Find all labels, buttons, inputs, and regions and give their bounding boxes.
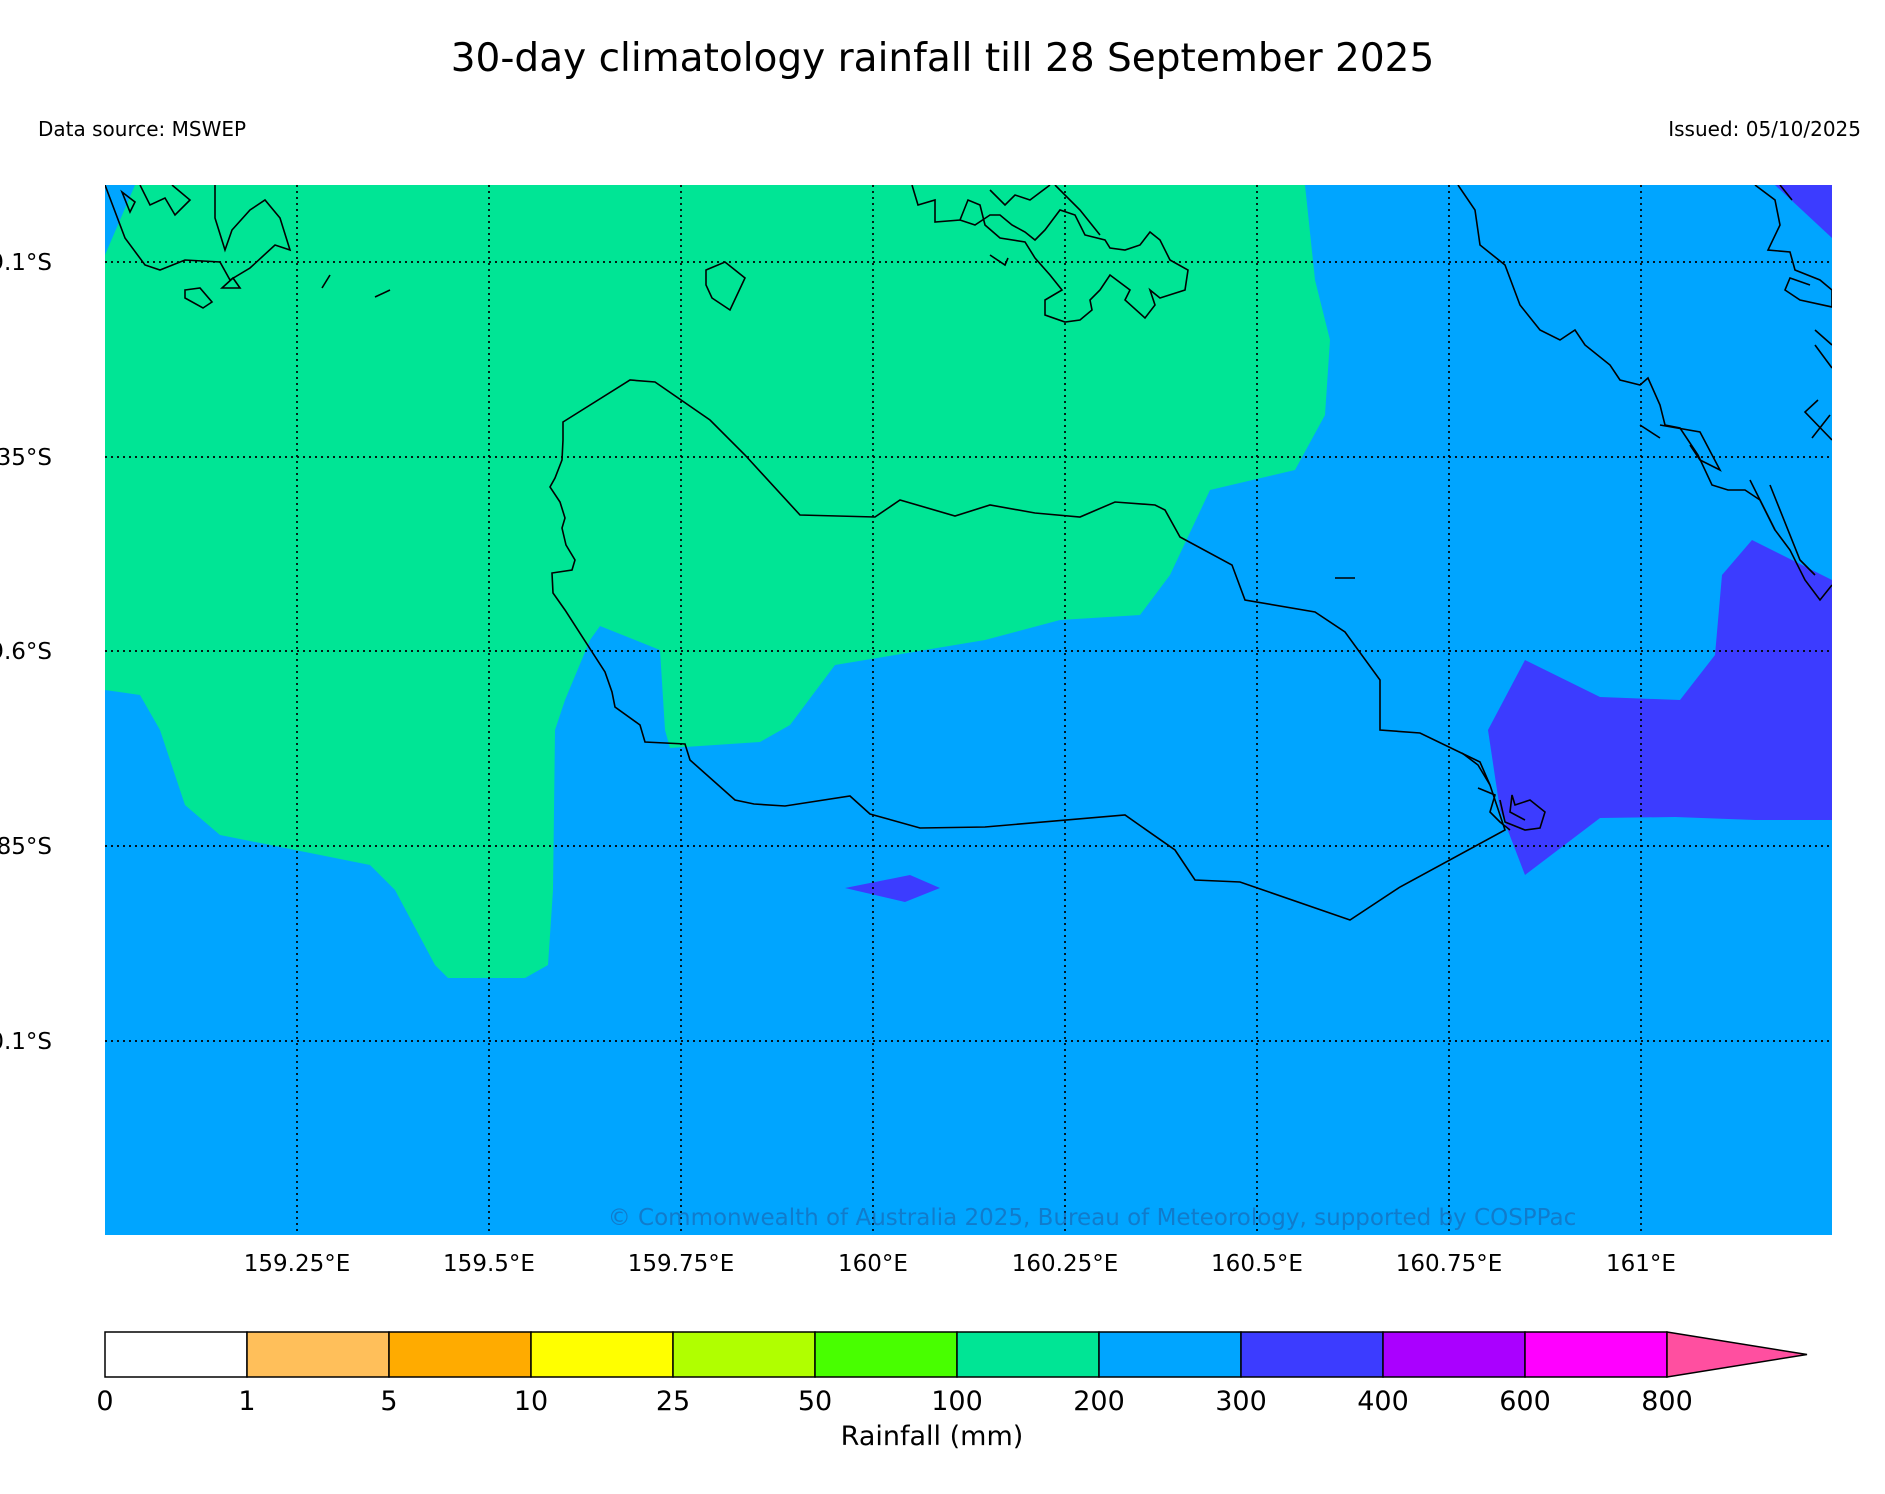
data-source-label: Data source: MSWEP	[38, 117, 247, 141]
colorbar-segment-400-600	[1382, 1331, 1526, 1378]
lat-label-9.35: 9.35°S	[0, 445, 52, 471]
colorbar-segment-100-200	[956, 1331, 1100, 1378]
colorbar-segment-1-5	[246, 1331, 390, 1378]
lon-label-159.5: 159.5°E	[443, 1251, 535, 1277]
rainfall-band-300-400-spot	[845, 875, 940, 902]
colorbar-tick-label: 600	[1499, 1386, 1551, 1417]
colorbar-tick-label: 400	[1357, 1386, 1409, 1417]
issued-date-label: Issued: 05/10/2025	[1668, 117, 1861, 141]
lon-label-159.25: 159.25°E	[244, 1251, 351, 1277]
colorbar-tick-label: 200	[1073, 1386, 1125, 1417]
coastlines	[105, 185, 1832, 921]
coastline-florida-islands	[911, 185, 1189, 323]
rainfall-band-300-400-east	[1488, 540, 1832, 875]
colorbar-tick-label: 10	[514, 1386, 548, 1417]
colorbar-extension-arrow	[1666, 1331, 1808, 1378]
colorbar-tick-label: 800	[1641, 1386, 1693, 1417]
colorbar-tick-label: 300	[1215, 1386, 1267, 1417]
coastline-east-islet-2	[1477, 787, 1511, 831]
colorbar-tick-label: 25	[656, 1386, 690, 1417]
coastline-east-islet	[1461, 752, 1546, 831]
colorbar-segment-5-10	[388, 1331, 532, 1378]
colorbar-tick-label: 100	[931, 1386, 983, 1417]
coastline-north-west	[105, 185, 292, 282]
colorbar-segment-200-300	[1098, 1331, 1242, 1378]
colorbar-segment-10-25	[530, 1331, 674, 1378]
coastline-florida-islands-2	[989, 185, 1101, 267]
colorbar: 0 1 5 10 25 50 100 200 300 400 600 800 Rainfall (mm)	[96, 1331, 1808, 1452]
coastline-tiny-reef-3	[321, 274, 331, 289]
lat-label-9.6: 9.6°S	[0, 639, 52, 665]
rainfall-band-200-300-corner	[105, 185, 135, 255]
copyright-notice: © Commonwealth of Australia 2025, Bureau…	[608, 1205, 1577, 1231]
lon-label-160: 160°E	[838, 1251, 908, 1277]
colorbar-segment-50-100	[814, 1331, 958, 1378]
colorbar-segment-25-50	[672, 1331, 816, 1378]
coastline-guadalcanal	[549, 379, 1506, 921]
colorbar-tick-label: 0	[96, 1386, 113, 1417]
coastline-malaita-2	[1639, 185, 1832, 576]
colorbar-segment-600-800	[1524, 1331, 1668, 1378]
lat-label-9.1: 9.1°S	[0, 250, 52, 276]
lon-label-161: 161°E	[1606, 1251, 1676, 1277]
coastline-north-west-2	[120, 185, 242, 309]
map-title: 30-day climatology rainfall till 28 Sept…	[450, 36, 1435, 81]
lat-label-10.1: 10.1°S	[0, 1029, 52, 1055]
lon-label-160.5: 160.5°E	[1211, 1251, 1303, 1277]
lon-label-160.25: 160.25°E	[1012, 1251, 1119, 1277]
gridlines	[105, 185, 1832, 1235]
colorbar-tick-label: 5	[380, 1386, 397, 1417]
latitude-labels: 9.1°S 9.35°S 9.6°S 9.85°S 10.1°S	[0, 250, 52, 1055]
colorbar-tick-label: 50	[798, 1386, 832, 1417]
colorbar-segment-300-400	[1240, 1331, 1384, 1378]
colorbar-segment-0-1	[104, 1331, 248, 1378]
longitude-labels: 159.25°E 159.5°E 159.75°E 160°E 160.25°E…	[244, 1251, 1676, 1277]
lat-label-9.85: 9.85°S	[0, 834, 52, 860]
map-plot-area: © Commonwealth of Australia 2025, Bureau…	[105, 185, 1832, 1235]
rainfall-band-100-200	[105, 185, 1330, 978]
lon-label-160.75: 160.75°E	[1396, 1251, 1503, 1277]
colorbar-tick-label: 1	[238, 1386, 255, 1417]
colorbar-label: Rainfall (mm)	[841, 1421, 1024, 1452]
coastline-tiny-reef-2	[374, 289, 391, 298]
lon-label-159.75: 159.75°E	[628, 1251, 735, 1277]
rainfall-band-300-400-northeast	[1775, 185, 1832, 238]
